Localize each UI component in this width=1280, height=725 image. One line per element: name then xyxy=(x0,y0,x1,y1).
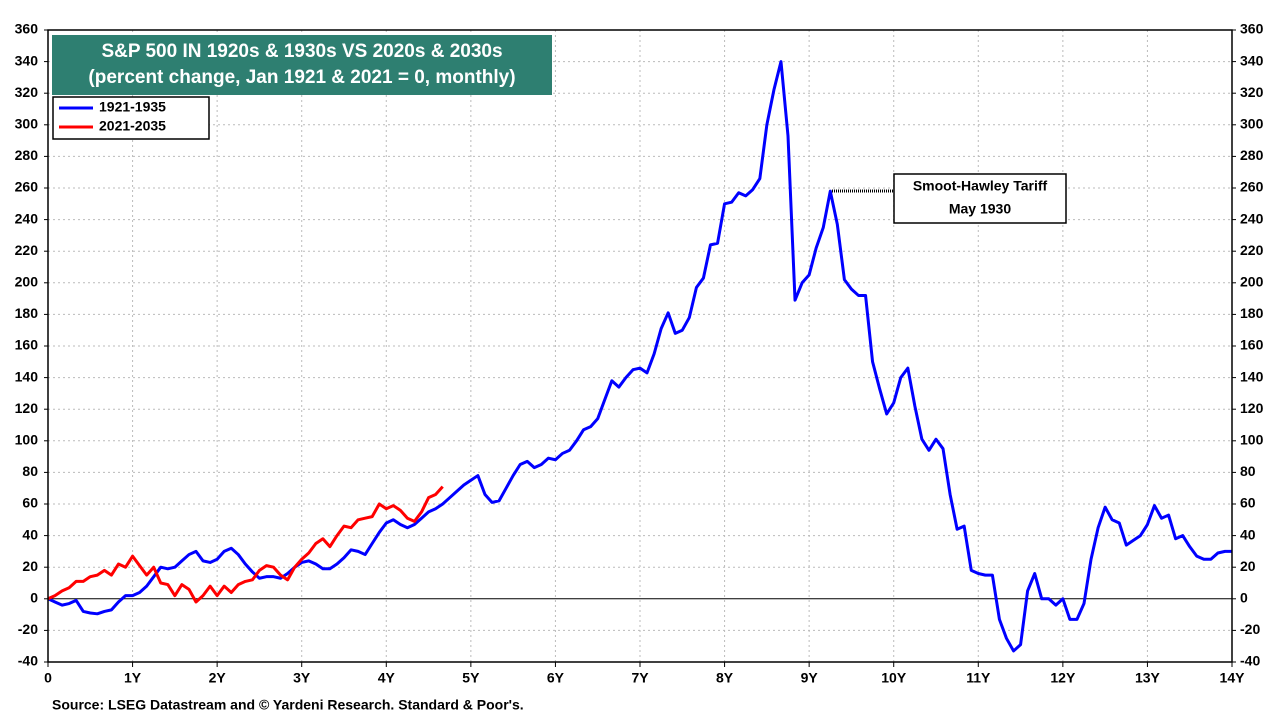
annotation: May 1930 xyxy=(949,201,1011,217)
y-tick-label: 180 xyxy=(15,305,39,321)
y2-tick-label: 40 xyxy=(1240,526,1256,542)
y-tick-label: 80 xyxy=(22,463,38,479)
x-tick-label: 9Y xyxy=(801,670,819,686)
x-tick-label: 12Y xyxy=(1050,670,1076,686)
x-tick-label: 4Y xyxy=(378,670,396,686)
y-tick-label: -40 xyxy=(18,653,38,669)
y-tick-label: 200 xyxy=(15,274,39,290)
source-note: Source: LSEG Datastream and © Yardeni Re… xyxy=(52,697,524,713)
y2-tick-label: 120 xyxy=(1240,400,1264,416)
annotation: Smoot-Hawley Tariff xyxy=(913,178,1048,194)
y-tick-label: 360 xyxy=(15,21,39,37)
chart-subtitle: (percent change, Jan 1921 & 2021 = 0, mo… xyxy=(88,67,515,88)
x-tick-label: 7Y xyxy=(631,670,649,686)
y-tick-label: 160 xyxy=(15,337,39,353)
title-box xyxy=(52,35,552,95)
chart-title: S&P 500 IN 1920s & 1930s VS 2020s & 2030… xyxy=(101,41,502,62)
y2-tick-label: 320 xyxy=(1240,84,1264,100)
y2-tick-label: 260 xyxy=(1240,179,1264,195)
y2-tick-label: 100 xyxy=(1240,432,1264,448)
y2-tick-label: 20 xyxy=(1240,558,1256,574)
x-tick-label: 3Y xyxy=(293,670,311,686)
y-tick-label: 300 xyxy=(15,116,39,132)
y2-tick-label: 360 xyxy=(1240,21,1264,37)
y-tick-label: 40 xyxy=(22,526,38,542)
y-tick-label: 280 xyxy=(15,147,39,163)
x-tick-label: 1Y xyxy=(124,670,142,686)
y2-tick-label: 160 xyxy=(1240,337,1264,353)
y2-tick-label: 0 xyxy=(1240,590,1248,606)
x-tick-label: 0 xyxy=(44,670,52,686)
y-tick-label: 100 xyxy=(15,432,39,448)
annotation-box xyxy=(893,173,1067,224)
x-tick-label: 10Y xyxy=(881,670,907,686)
y-tick-label: 120 xyxy=(15,400,39,416)
y2-tick-label: 240 xyxy=(1240,210,1264,226)
legend-box xyxy=(52,96,210,140)
y2-tick-label: -20 xyxy=(1240,621,1260,637)
legend-label: 1921-1935 xyxy=(99,99,166,115)
y2-tick-label: 140 xyxy=(1240,368,1264,384)
y-tick-label: 220 xyxy=(15,242,39,258)
y-tick-label: 340 xyxy=(15,52,39,68)
y-tick-label: 240 xyxy=(15,210,39,226)
x-tick-label: 5Y xyxy=(462,670,480,686)
y-tick-label: 60 xyxy=(22,495,38,511)
x-tick-label: 2Y xyxy=(209,670,227,686)
x-tick-label: 11Y xyxy=(966,670,991,686)
y2-tick-label: 340 xyxy=(1240,52,1264,68)
x-tick-label: 6Y xyxy=(547,670,565,686)
series-line xyxy=(47,60,1232,653)
y-tick-label: 20 xyxy=(22,558,38,574)
y-tick-label: -20 xyxy=(18,621,38,637)
y-tick-label: 320 xyxy=(15,84,39,100)
y2-tick-label: 300 xyxy=(1240,116,1264,132)
legend-label: 2021-2035 xyxy=(99,118,166,134)
y-tick-label: 0 xyxy=(30,590,38,606)
y2-tick-label: 200 xyxy=(1240,274,1264,290)
y-tick-label: 260 xyxy=(15,179,39,195)
x-tick-label: 8Y xyxy=(716,670,734,686)
x-tick-label: 13Y xyxy=(1135,670,1161,686)
y2-tick-label: -40 xyxy=(1240,653,1260,669)
series-line xyxy=(47,485,444,604)
y2-tick-label: 280 xyxy=(1240,147,1264,163)
lines xyxy=(47,60,1232,653)
y2-tick-label: 180 xyxy=(1240,305,1264,321)
y-tick-label: 140 xyxy=(15,368,39,384)
y2-tick-label: 80 xyxy=(1240,463,1256,479)
x-tick-label: 14Y xyxy=(1220,670,1246,686)
y2-tick-label: 220 xyxy=(1240,242,1264,258)
y2-tick-label: 60 xyxy=(1240,495,1256,511)
